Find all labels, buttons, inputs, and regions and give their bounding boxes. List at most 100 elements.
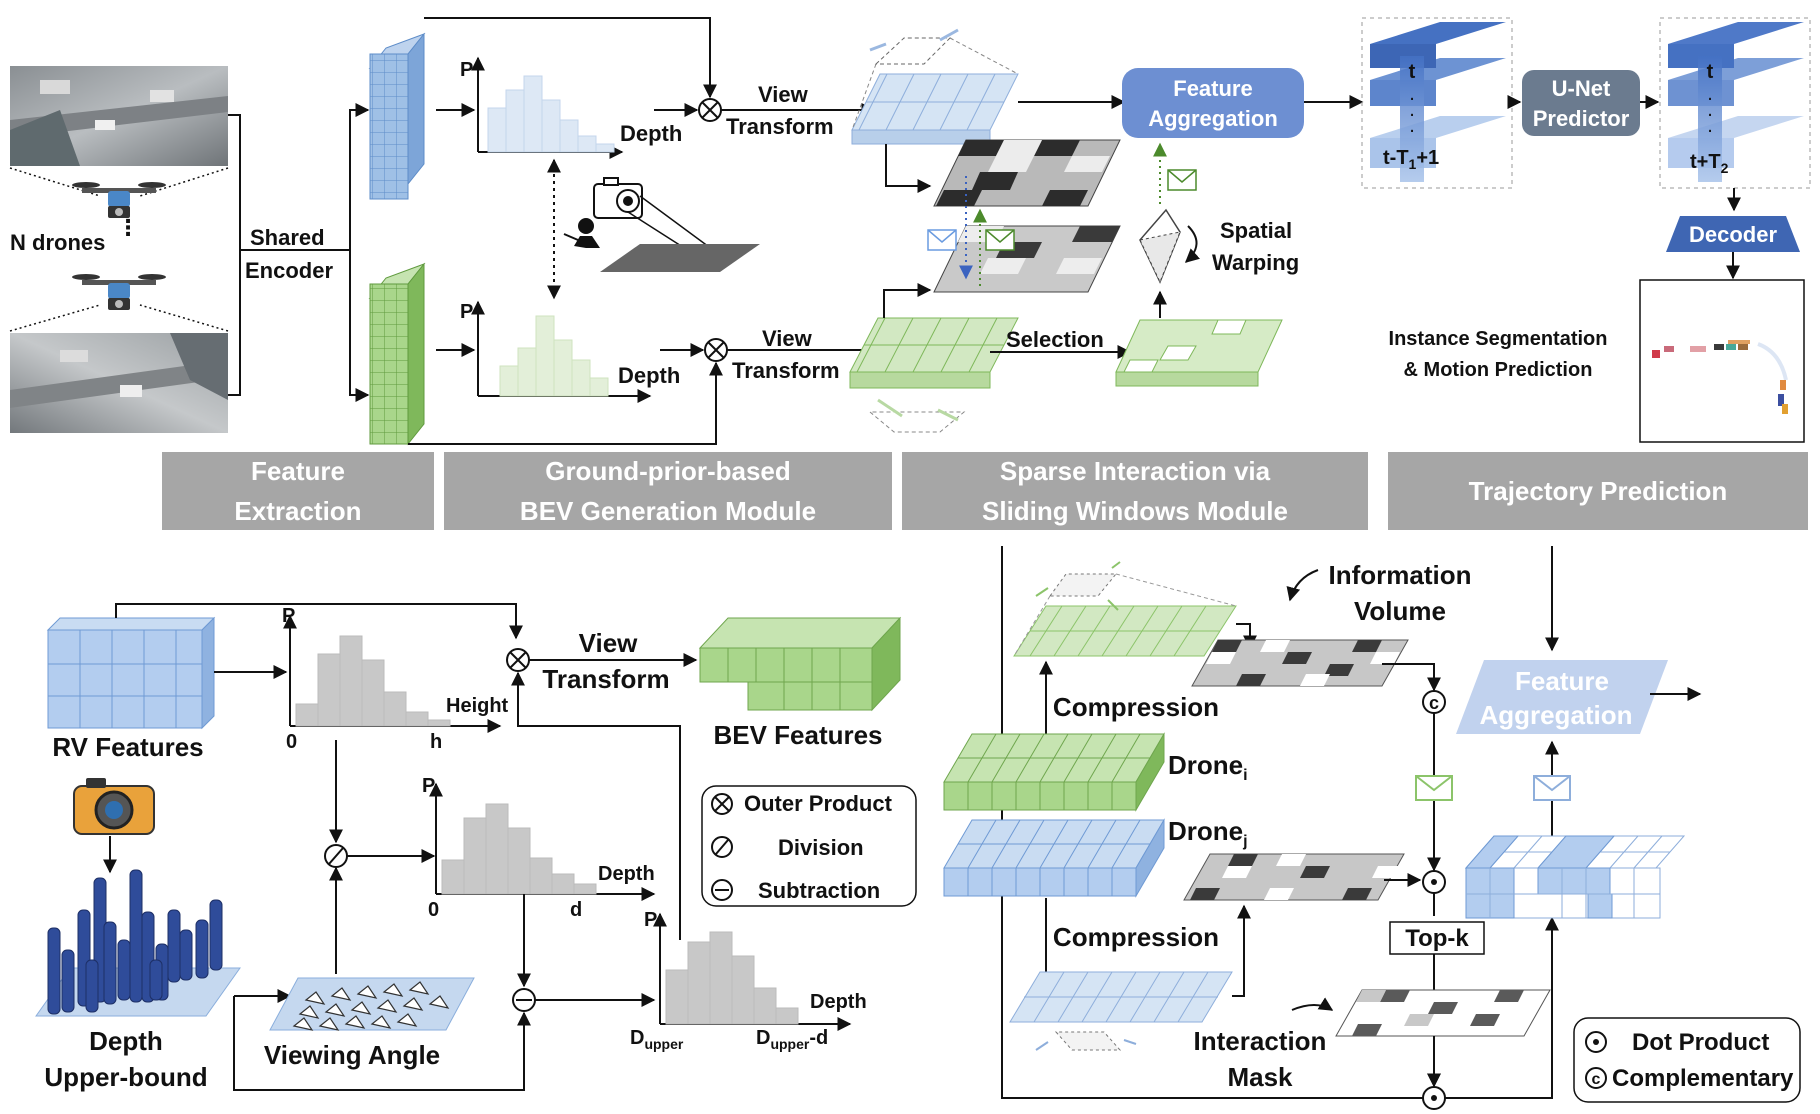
depth-label-middle: Depth bbox=[598, 863, 655, 885]
stack-future-dot-3: . bbox=[1707, 115, 1713, 137]
depth-label-right: Depth bbox=[810, 991, 867, 1013]
compression-label-top: Compression bbox=[1053, 692, 1219, 722]
top-k-box: Top-k bbox=[1389, 921, 1485, 955]
spatial-warping-label-1: Spatial bbox=[1220, 218, 1292, 243]
feature-map-blue-top bbox=[368, 32, 426, 200]
rv-features-label: RV Features bbox=[52, 732, 203, 762]
section-4-line-1: Trajectory Prediction bbox=[1469, 476, 1728, 506]
camera-icon-orange bbox=[73, 778, 155, 835]
stack-past-dot-1: . bbox=[1409, 83, 1415, 105]
n-drones-label: N drones bbox=[10, 230, 105, 255]
axis-p-depth-middle: P bbox=[422, 775, 435, 797]
instance-output-panel bbox=[1639, 279, 1805, 443]
legend-outer-product: Outer Product bbox=[744, 791, 893, 816]
section-1-line-1: Feature bbox=[251, 456, 345, 486]
unet-label-2: Predictor bbox=[1533, 106, 1630, 131]
instance-output-label-2: & Motion Prediction bbox=[1404, 359, 1593, 381]
legend-dot-product: Dot Product bbox=[1632, 1029, 1769, 1056]
bev-grid-blue-top bbox=[851, 28, 1019, 145]
section-bev-generation: Ground-prior-based BEV Generation Module bbox=[444, 452, 892, 530]
histogram-top-blue bbox=[471, 56, 624, 159]
d-upper-minus-d-label: Dupper-d bbox=[756, 1027, 828, 1052]
feature-aggregation-top-2: Aggregation bbox=[1148, 106, 1278, 131]
selection-label: Selection bbox=[1006, 327, 1104, 352]
stack-future-dot-2: . bbox=[1707, 99, 1713, 121]
unet-predictor-box: U-Net Predictor bbox=[1522, 70, 1640, 136]
depth-upper-bound-label-2: Upper-bound bbox=[44, 1062, 207, 1092]
instance-output-label-1: Instance Segmentation bbox=[1389, 328, 1608, 350]
view-transform-top-2: Transform bbox=[726, 114, 834, 139]
axis-p-depth-right: P bbox=[644, 909, 657, 931]
sparse-feature-block bbox=[1464, 835, 1686, 919]
rv-features-block bbox=[46, 616, 216, 730]
legend-complementary-symbol: c bbox=[1592, 1071, 1601, 1088]
spatial-warping-icon bbox=[1139, 208, 1201, 284]
bev-legend: Outer Product Division Subtraction bbox=[701, 785, 917, 907]
section-2-line-1: Ground-prior-based bbox=[545, 456, 791, 486]
stack-future-bottom-label: t+T2 bbox=[1690, 151, 1729, 176]
section-2-line-2: BEV Generation Module bbox=[520, 496, 816, 526]
shared-encoder-label-1: Shared bbox=[250, 225, 325, 250]
feature-aggregation-box-bottom: Feature Aggregation bbox=[1456, 660, 1668, 734]
shared-encoder-label-2: Encoder bbox=[245, 258, 333, 283]
drone-j-block bbox=[943, 818, 1165, 898]
feature-aggregation-box-top: Feature Aggregation bbox=[1122, 68, 1304, 138]
decoder-box: Decoder bbox=[1666, 216, 1800, 252]
height-histogram bbox=[283, 614, 502, 733]
section-sparse-interaction: Sparse Interaction via Sliding Windows M… bbox=[902, 452, 1368, 530]
section-trajectory-prediction: Trajectory Prediction bbox=[1388, 452, 1808, 530]
drone-icon-2 bbox=[72, 274, 166, 310]
axis-p-height: P bbox=[282, 605, 295, 627]
envelope-icon-green-1 bbox=[985, 229, 1015, 251]
stack-past-dot-3: . bbox=[1409, 115, 1415, 137]
legend-subtraction: Subtraction bbox=[758, 878, 880, 903]
heatmap-top bbox=[933, 139, 1121, 207]
complementary-op-symbol: c bbox=[1429, 693, 1439, 713]
feature-aggregation-bottom-1: Feature bbox=[1515, 666, 1609, 696]
axis-p-top: P bbox=[460, 59, 473, 81]
axis-zero-height: 0 bbox=[286, 731, 297, 753]
camera-projection bbox=[593, 177, 760, 272]
view-transform-bev-2: Transform bbox=[542, 664, 669, 694]
decoder-label: Decoder bbox=[1689, 222, 1777, 247]
stack-future-t: t bbox=[1707, 61, 1714, 83]
depth-histogram-right bbox=[653, 912, 852, 1031]
d-upper-label: Dupper bbox=[630, 1027, 684, 1052]
drone-i-label: Dronei bbox=[1168, 750, 1248, 784]
selected-grid bbox=[1115, 319, 1283, 387]
height-label: Height bbox=[446, 695, 509, 717]
bev-features-label: BEV Features bbox=[713, 720, 882, 750]
section-3-line-2: Sliding Windows Module bbox=[982, 496, 1288, 526]
depth-label-bottom: Depth bbox=[618, 363, 680, 388]
histogram-bottom-green bbox=[471, 300, 652, 403]
spatial-warping-label-2: Warping bbox=[1212, 250, 1299, 275]
feature-map-green-top bbox=[368, 262, 426, 446]
bev-grid-green-top bbox=[849, 317, 1019, 433]
envelope-icon-green-2 bbox=[1167, 169, 1197, 191]
feature-aggregation-bottom-2: Aggregation bbox=[1479, 700, 1632, 730]
depth-upper-bound-label-1: Depth bbox=[89, 1026, 163, 1056]
person-icon bbox=[563, 218, 600, 248]
temporal-stack-future: t . . . t+T2 bbox=[1659, 17, 1811, 189]
heatmap-bottom bbox=[933, 225, 1121, 293]
envelope-icon-blue-2 bbox=[1533, 775, 1571, 801]
unet-label-1: U-Net bbox=[1552, 76, 1611, 101]
stack-past-bottom-label: t-T1+1 bbox=[1383, 147, 1439, 172]
compression-label-bottom: Compression bbox=[1053, 922, 1219, 952]
h-label: h bbox=[430, 731, 442, 753]
top-k-label: Top-k bbox=[1405, 925, 1469, 952]
information-volume-grid bbox=[1191, 639, 1409, 687]
bev-features-block bbox=[698, 616, 902, 712]
section-3-line-1: Sparse Interaction via bbox=[1000, 456, 1271, 486]
legend-division: Division bbox=[778, 835, 864, 860]
compressed-grid-green bbox=[1013, 561, 1237, 657]
view-transform-top-1: View bbox=[758, 82, 809, 107]
depth-label-top: Depth bbox=[620, 121, 682, 146]
drone-icon-1 bbox=[72, 182, 166, 218]
view-transform-bottom-2: Transform bbox=[732, 358, 840, 383]
depth-upper-bound-pillars bbox=[35, 869, 241, 1017]
feature-aggregation-top-1: Feature bbox=[1173, 76, 1252, 101]
envelope-icon-green-3 bbox=[1415, 775, 1453, 801]
compressed-grid-blue bbox=[1009, 971, 1233, 1051]
